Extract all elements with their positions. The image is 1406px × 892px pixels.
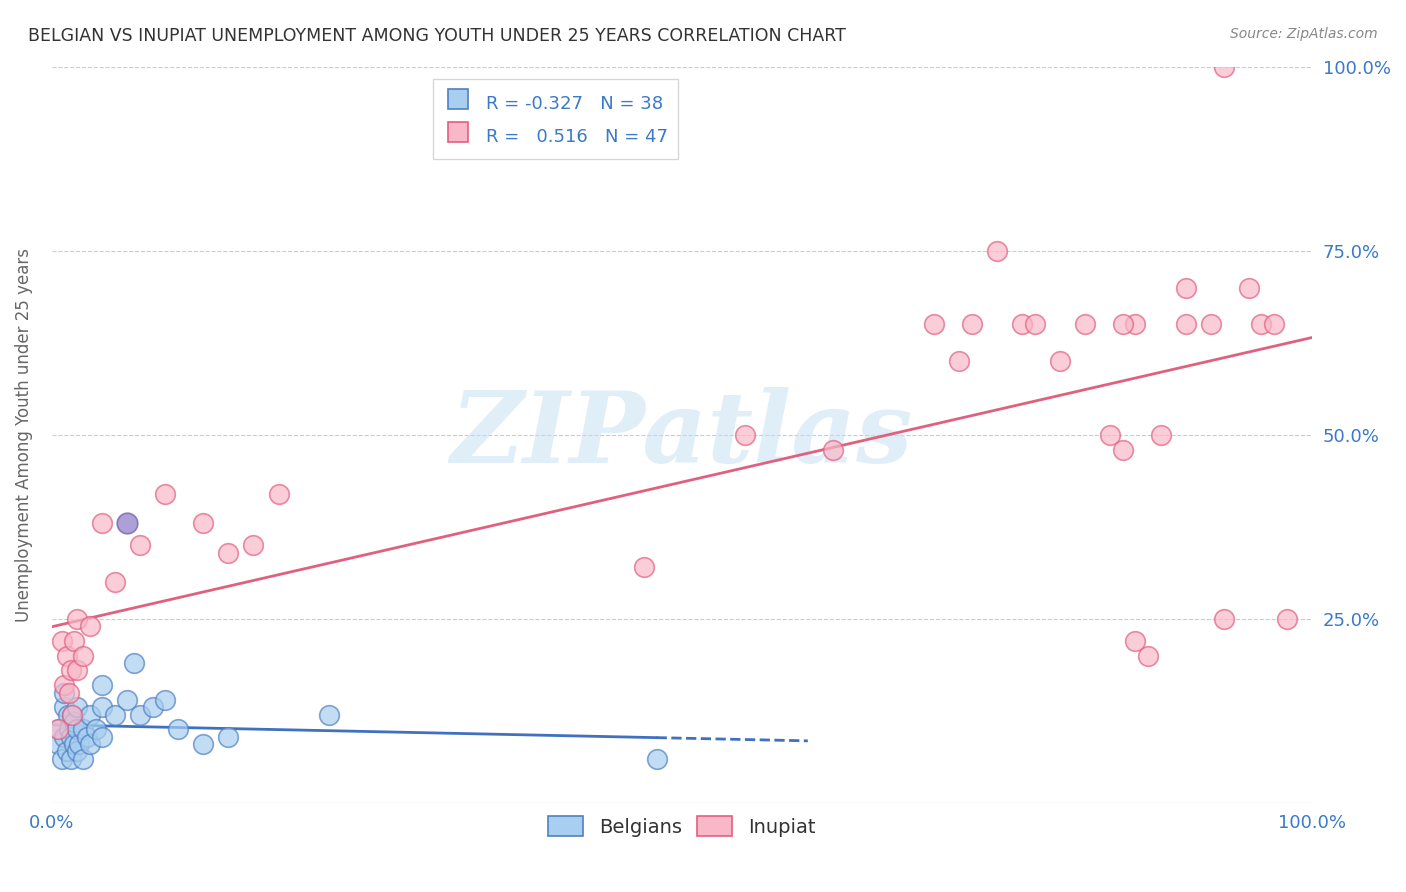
Point (51, 634, 73, 648)
Point (318, 707, 340, 722)
Point (217, 730, 239, 744)
Point (645, 752, 668, 766)
Y-axis label: Unemployment Among Youth under 25 years: Unemployment Among Youth under 25 years (15, 248, 32, 622)
Point (91, 730, 114, 744)
Point (1049, 354, 1071, 368)
Point (46, 723, 69, 737)
Point (76, 730, 98, 744)
Point (153, 486, 176, 500)
Point (129, 538, 152, 552)
Point (69, 737, 91, 751)
Point (821, 442, 844, 457)
Point (1212, 612, 1234, 626)
Point (1275, 612, 1298, 626)
Point (59, 752, 82, 766)
Point (1174, 280, 1197, 294)
Point (66, 744, 89, 758)
Point (48, 723, 70, 737)
Point (66, 723, 89, 737)
Point (59, 664, 82, 678)
Point (84, 723, 107, 737)
Point (66, 700, 89, 714)
Point (59, 730, 82, 744)
Point (1199, 318, 1222, 332)
Point (1137, 648, 1160, 663)
Point (153, 693, 176, 707)
Legend: Belgians, Inupiat: Belgians, Inupiat (540, 809, 823, 845)
Point (166, 723, 188, 737)
Point (66, 664, 89, 678)
Point (1150, 427, 1173, 442)
Point (53, 678, 76, 692)
Point (79, 707, 101, 722)
Point (58, 723, 80, 737)
Point (986, 244, 1008, 258)
Text: BELGIAN VS INUPIAT UNEMPLOYMENT AMONG YOUTH UNDER 25 YEARS CORRELATION CHART: BELGIAN VS INUPIAT UNEMPLOYMENT AMONG YO… (28, 27, 846, 45)
Point (117, 693, 139, 707)
Point (948, 354, 970, 368)
Point (117, 516, 139, 530)
Point (1074, 318, 1097, 332)
Point (72, 752, 94, 766)
Point (1011, 318, 1033, 332)
Point (104, 707, 127, 722)
Point (72, 723, 94, 737)
Point (63, 714, 86, 729)
Point (53, 730, 76, 744)
Point (1099, 427, 1122, 442)
Point (53, 700, 76, 714)
Point (91, 678, 114, 692)
Point (142, 700, 165, 714)
Point (242, 538, 264, 552)
Point (1024, 318, 1046, 332)
Point (960, 318, 983, 332)
Point (79, 619, 101, 633)
Text: Source: ZipAtlas.com: Source: ZipAtlas.com (1230, 27, 1378, 41)
Point (46, 737, 69, 751)
Point (633, 560, 655, 574)
Point (104, 575, 127, 590)
Point (191, 737, 214, 751)
Point (91, 700, 114, 714)
Point (56, 744, 79, 758)
Point (1125, 318, 1147, 332)
Point (58, 685, 80, 699)
Point (63, 634, 86, 648)
Point (191, 516, 214, 530)
Point (217, 546, 239, 560)
Text: ZIPatlas: ZIPatlas (451, 386, 912, 483)
Point (60, 707, 83, 722)
Point (56, 707, 79, 722)
Point (122, 656, 145, 670)
Point (56, 648, 79, 663)
Point (1237, 280, 1260, 294)
Point (1112, 442, 1135, 457)
Point (79, 737, 101, 751)
Point (1250, 318, 1272, 332)
Point (734, 427, 756, 442)
Point (267, 486, 290, 500)
Point (129, 707, 152, 722)
Point (1212, 60, 1234, 74)
Point (51, 752, 73, 766)
Point (72, 648, 94, 663)
Point (63, 737, 86, 751)
Point (1263, 318, 1285, 332)
Point (922, 318, 945, 332)
Point (60, 707, 83, 722)
Point (1174, 318, 1197, 332)
Point (1125, 634, 1147, 648)
Point (66, 612, 89, 626)
Point (91, 516, 114, 530)
Point (1112, 318, 1135, 332)
Point (53, 685, 76, 699)
